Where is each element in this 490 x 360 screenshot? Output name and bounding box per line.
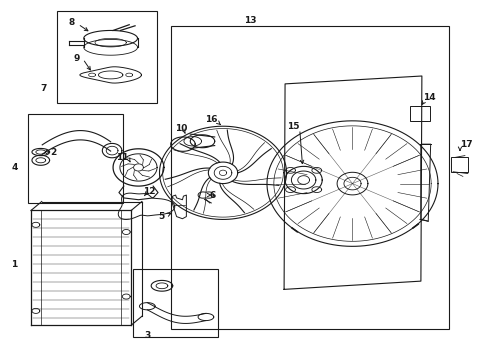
Bar (171, 26, 449, 329)
Bar (27, 114, 123, 203)
Text: 1: 1 (11, 260, 18, 269)
Text: 4: 4 (11, 163, 18, 172)
Text: 17: 17 (460, 140, 472, 149)
Text: 12: 12 (144, 187, 156, 196)
Text: 11: 11 (116, 153, 128, 162)
Bar (410, 106, 430, 121)
Text: 7: 7 (41, 84, 47, 93)
Text: 14: 14 (423, 93, 436, 102)
Text: 16: 16 (205, 115, 218, 124)
Text: 13: 13 (244, 16, 256, 25)
Text: 9: 9 (73, 54, 79, 63)
Text: 8: 8 (69, 18, 74, 27)
Text: 10: 10 (175, 123, 188, 132)
Text: 6: 6 (209, 190, 216, 199)
Bar (451, 157, 468, 172)
Bar (57, 12, 157, 103)
Text: 3: 3 (144, 331, 150, 340)
Text: 15: 15 (287, 122, 299, 131)
Bar (133, 269, 218, 337)
Text: 5: 5 (158, 212, 164, 221)
Text: 2: 2 (50, 148, 56, 157)
